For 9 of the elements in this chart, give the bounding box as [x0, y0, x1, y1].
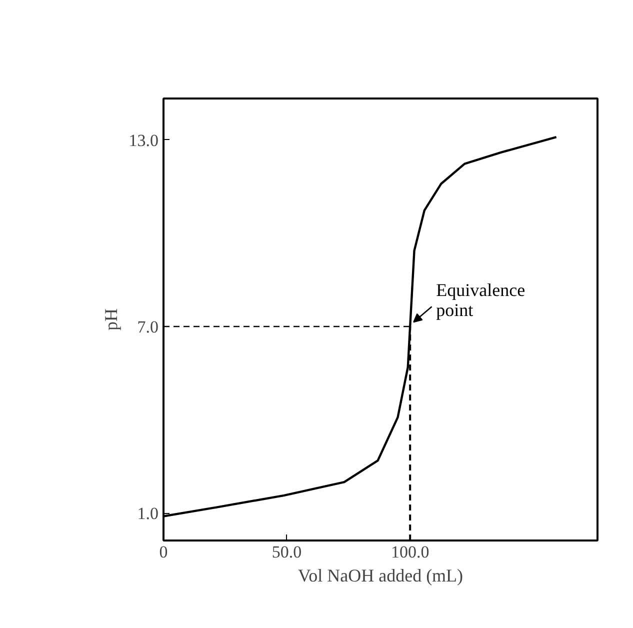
- x-tick-label: 0: [159, 542, 168, 562]
- y-tick-label: 1.0: [137, 504, 158, 524]
- x-axis-title: Vol NaOH added (mL): [298, 566, 464, 586]
- y-tick-label: 13.0: [128, 130, 158, 150]
- y-axis-title: pH: [100, 308, 121, 330]
- annotation: Equivalence point: [436, 280, 526, 320]
- x-tick-label: 50.0: [272, 542, 302, 562]
- y-tick-label: 7.0: [137, 318, 158, 336]
- x-tick-label: 100.0: [390, 542, 430, 562]
